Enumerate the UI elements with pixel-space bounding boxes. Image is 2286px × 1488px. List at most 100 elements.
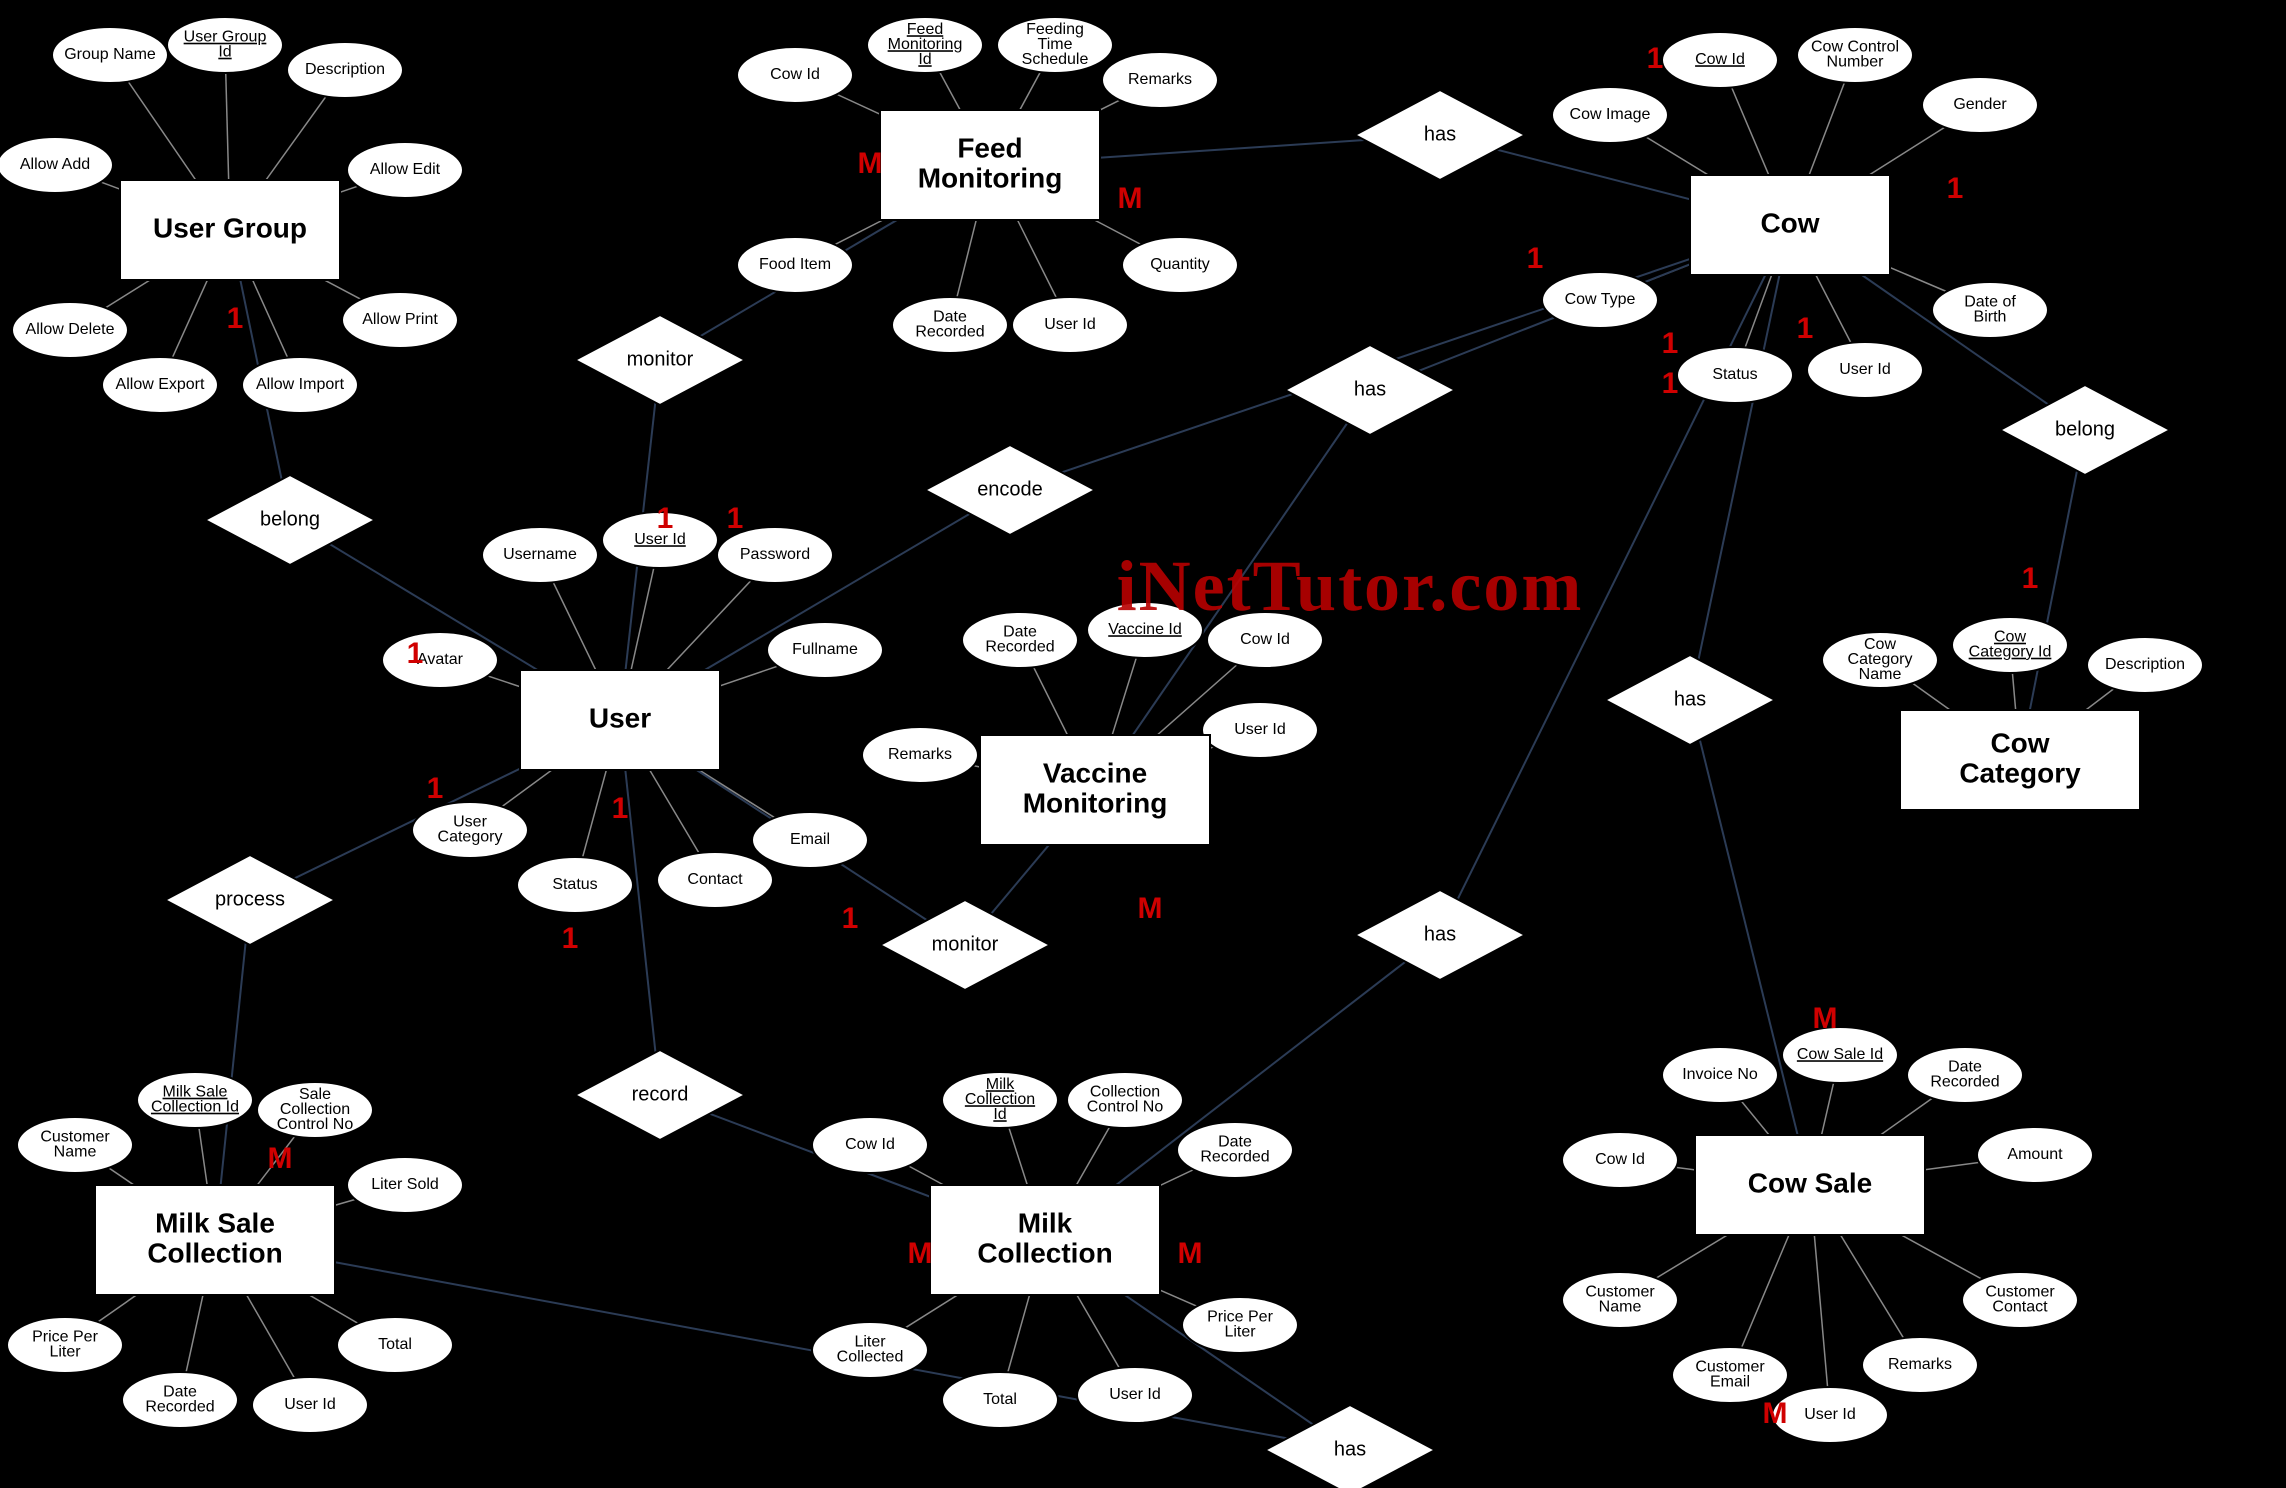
attribute-label: Collected bbox=[837, 1349, 904, 1366]
attribute-label: Allow Add bbox=[20, 156, 90, 173]
attribute-label: Fullname bbox=[792, 641, 858, 658]
attribute-label: Username bbox=[503, 546, 577, 563]
attribute-label: Group Name bbox=[64, 46, 156, 63]
watermark-text: iNetTutor.com bbox=[1117, 546, 1584, 626]
relationship-label: has bbox=[1424, 923, 1456, 945]
entity-label: Cow Sale bbox=[1748, 1167, 1872, 1198]
cardinality-label: 1 bbox=[1947, 172, 1964, 205]
entity-label: Monitoring bbox=[918, 162, 1063, 193]
relationship-label: monitor bbox=[932, 933, 999, 955]
entity-label: Vaccine bbox=[1043, 757, 1147, 788]
attribute-label: Birth bbox=[1974, 309, 2007, 326]
relationship-label: has bbox=[1424, 123, 1456, 145]
attribute-label: Id bbox=[918, 51, 931, 68]
attribute-label: User Id bbox=[1804, 1406, 1856, 1423]
relationship-label: process bbox=[215, 888, 285, 910]
cardinality-label: M bbox=[1763, 1397, 1788, 1430]
cardinality-label: 1 bbox=[842, 902, 859, 935]
cardinality-label: M bbox=[1138, 892, 1163, 925]
relationship-label: has bbox=[1674, 688, 1706, 710]
cardinality-label: M bbox=[1118, 182, 1143, 215]
attribute-label: Allow Print bbox=[362, 311, 438, 328]
attribute-label: Control No bbox=[277, 1116, 354, 1133]
entity-label: Milk Sale bbox=[155, 1207, 275, 1238]
cardinality-label: 1 bbox=[2022, 562, 2039, 595]
attribute-label: Allow Export bbox=[116, 376, 205, 393]
attribute-label: Description bbox=[2105, 656, 2185, 673]
cardinality-label: 1 bbox=[1662, 327, 1679, 360]
attribute-label: Recorded bbox=[915, 324, 984, 341]
entity-label: Cow bbox=[1990, 727, 2049, 758]
cardinality-label: M bbox=[1813, 1002, 1838, 1035]
attribute-label: Avatar bbox=[417, 651, 464, 668]
cardinality-label: 1 bbox=[657, 502, 674, 535]
attribute-label: Total bbox=[378, 1336, 412, 1353]
cardinality-label: M bbox=[908, 1237, 933, 1270]
attribute-label: Cow Id bbox=[770, 66, 820, 83]
attribute-label: Email bbox=[790, 831, 830, 848]
attribute-label: Contact bbox=[1992, 1299, 2048, 1316]
attribute-label: Cow Id bbox=[1240, 631, 1290, 648]
attribute-label: Cow Type bbox=[1565, 291, 1636, 308]
attribute-label: Gender bbox=[1953, 96, 2007, 113]
attribute-label: Cow Id bbox=[1695, 51, 1745, 68]
entity-label: Milk bbox=[1018, 1207, 1073, 1238]
attribute-label: Remarks bbox=[888, 746, 952, 763]
attribute-label: Liter bbox=[1224, 1324, 1256, 1341]
attribute-label: Cow Sale Id bbox=[1797, 1046, 1883, 1063]
attribute-label: User Id bbox=[1234, 721, 1286, 738]
cardinality-label: 1 bbox=[612, 792, 629, 825]
attribute-label: Cow Image bbox=[1570, 106, 1651, 123]
cardinality-label: 1 bbox=[727, 502, 744, 535]
attribute-label: Category bbox=[438, 829, 503, 846]
cardinality-label: 1 bbox=[1527, 242, 1544, 275]
attribute-label: Recorded bbox=[1200, 1149, 1269, 1166]
attribute-label: Amount bbox=[2007, 1146, 2063, 1163]
entity-label: Monitoring bbox=[1023, 787, 1168, 818]
attribute-label: Cow Id bbox=[845, 1136, 895, 1153]
attribute-label: Cow Id bbox=[1595, 1151, 1645, 1168]
cardinality-label: M bbox=[268, 1142, 293, 1175]
attribute-label: Description bbox=[305, 61, 385, 78]
attribute-label: Status bbox=[552, 876, 597, 893]
er-diagram: belongmonitorhashasencodebelongmonitorpr… bbox=[0, 0, 2286, 1488]
attribute-label: Contact bbox=[687, 871, 743, 888]
attribute-label: Food Item bbox=[759, 256, 831, 273]
entity-label: Collection bbox=[977, 1237, 1112, 1268]
attribute-label: Control No bbox=[1087, 1099, 1164, 1116]
relationship-label: record bbox=[632, 1083, 689, 1105]
entity-label: User Group bbox=[153, 212, 307, 243]
cardinality-label: 1 bbox=[227, 302, 244, 335]
cardinality-label: 1 bbox=[1647, 42, 1664, 75]
attribute-label: User Id bbox=[1839, 361, 1891, 378]
cardinality-label: 1 bbox=[1797, 312, 1814, 345]
entity-label: Category bbox=[1959, 757, 2081, 788]
entity-label: User bbox=[589, 702, 651, 733]
relationship-label: belong bbox=[260, 508, 320, 530]
attribute-label: Id bbox=[218, 44, 231, 61]
attribute-label: Collection Id bbox=[151, 1099, 239, 1116]
cardinality-label: 1 bbox=[407, 637, 424, 670]
attribute-label: Name bbox=[1599, 1299, 1642, 1316]
attribute-label: Category Id bbox=[1969, 644, 2052, 661]
attribute-label: Liter bbox=[49, 1344, 81, 1361]
attribute-label: Liter Sold bbox=[371, 1176, 439, 1193]
entity-label: Cow bbox=[1760, 207, 1819, 238]
attribute-label: Recorded bbox=[145, 1399, 214, 1416]
attribute-label: Password bbox=[740, 546, 810, 563]
cardinality-label: M bbox=[858, 147, 883, 180]
attribute-label: Number bbox=[1827, 54, 1885, 71]
attribute-label: Email bbox=[1710, 1374, 1750, 1391]
cardinality-label: 1 bbox=[1662, 367, 1679, 400]
attribute-label: User Id bbox=[284, 1396, 336, 1413]
cardinality-label: 1 bbox=[562, 922, 579, 955]
attribute-label: Id bbox=[993, 1106, 1006, 1123]
relationship-label: has bbox=[1334, 1438, 1366, 1460]
relationship-label: has bbox=[1354, 378, 1386, 400]
attribute-label: Allow Import bbox=[256, 376, 345, 393]
attribute-label: Name bbox=[1859, 666, 1902, 683]
attribute-label: Remarks bbox=[1128, 71, 1192, 88]
attribute-label: Status bbox=[1712, 366, 1757, 383]
attribute-label: Allow Delete bbox=[26, 321, 115, 338]
attribute-label: Recorded bbox=[1930, 1074, 1999, 1091]
